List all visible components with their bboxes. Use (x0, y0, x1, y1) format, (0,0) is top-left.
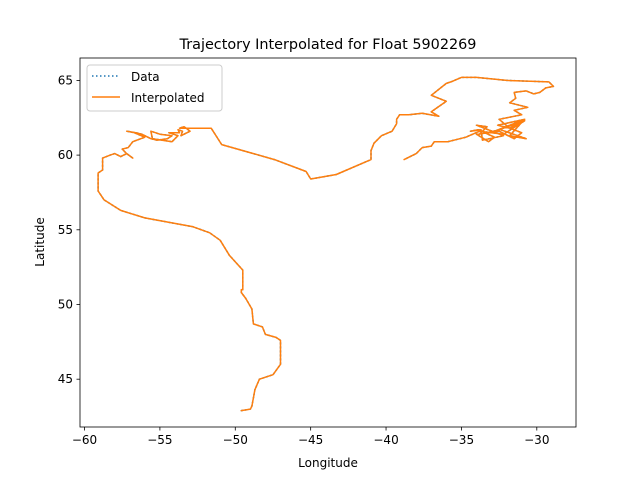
legend: Data Interpolated (86, 64, 223, 112)
x-tick-label: −50 (223, 433, 248, 447)
x-tick-label: −60 (72, 433, 97, 447)
series-layer (97, 76, 555, 412)
plot-area: −60 −55 −50 −45 −40 −35 −30 45 50 55 60 65 (58, 57, 577, 447)
x-tick-label: −30 (524, 433, 549, 447)
x-tick-label: −40 (373, 433, 398, 447)
y-tick-label: 65 (58, 73, 73, 87)
axes-frame (79, 57, 577, 428)
y-tick-label: 45 (58, 372, 73, 386)
x-axis-ticks: −60 −55 −50 −45 −40 −35 −30 (72, 427, 549, 447)
x-tick-label: −45 (298, 433, 323, 447)
chart-title: Trajectory Interpolated for Float 590226… (179, 37, 477, 53)
y-axis-ticks: 45 50 55 60 65 (58, 73, 80, 386)
y-axis-label: Latitude (33, 217, 47, 266)
y-tick-label: 55 (58, 223, 73, 237)
legend-label-interpolated: Interpolated (131, 91, 205, 105)
y-tick-label: 50 (58, 297, 73, 311)
y-tick-label: 60 (58, 148, 73, 162)
x-axis-label: Longitude (298, 456, 358, 470)
legend-box (86, 64, 223, 112)
x-tick-label: −35 (449, 433, 474, 447)
legend-label-data: Data (131, 70, 160, 84)
series-line-interpolated (97, 76, 555, 412)
x-tick-label: −55 (147, 433, 172, 447)
